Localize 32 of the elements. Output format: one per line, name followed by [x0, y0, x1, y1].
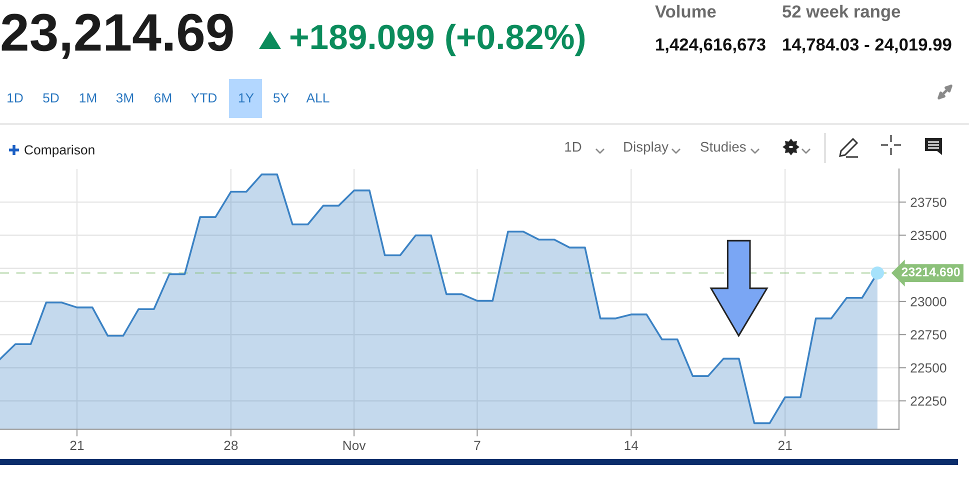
text: Studies [700, 142, 746, 152]
text: 6M [154, 93, 172, 103]
y-tick-label: 23000 [910, 297, 946, 306]
text: 1D [8, 93, 23, 102]
text: Display [624, 142, 669, 154]
x-tick-label: 28 [224, 440, 238, 450]
text: 52 week range [782, 4, 900, 22]
y-tick-label: 23500 [910, 230, 946, 240]
x-tick-label: 14 [624, 440, 638, 450]
text: Volume [655, 4, 716, 18]
ref-line-label: 23214.690 [902, 268, 960, 276]
text: 5D [43, 93, 59, 103]
y-tick-label: 23750 [910, 198, 946, 208]
x-tick-label: 21 [778, 440, 792, 450]
y-tick-label: 22500 [910, 363, 946, 373]
x-tick-label: Nov [343, 440, 366, 450]
text: 1Y [238, 93, 254, 102]
chart-subtitle: +189.099 (+0.82%) [290, 24, 585, 56]
y-tick-label: 22250 [910, 396, 946, 406]
text: 3M [116, 93, 134, 103]
text: 1D [565, 142, 582, 152]
y-tick-label: 22750 [910, 330, 946, 340]
text: 5Y [273, 93, 289, 103]
text: 1,424,616,673 [656, 38, 766, 54]
chart-title: 23,214.69 [2, 14, 233, 59]
text: 1M [80, 93, 96, 102]
x-tick-label: 21 [70, 440, 84, 450]
text: 14,784.03 - 24,019.99 [783, 38, 952, 54]
text: YTD [191, 93, 217, 102]
text: Comparison [24, 144, 94, 158]
x-tick-label: 7 [474, 440, 480, 450]
text: ALL [306, 93, 330, 102]
